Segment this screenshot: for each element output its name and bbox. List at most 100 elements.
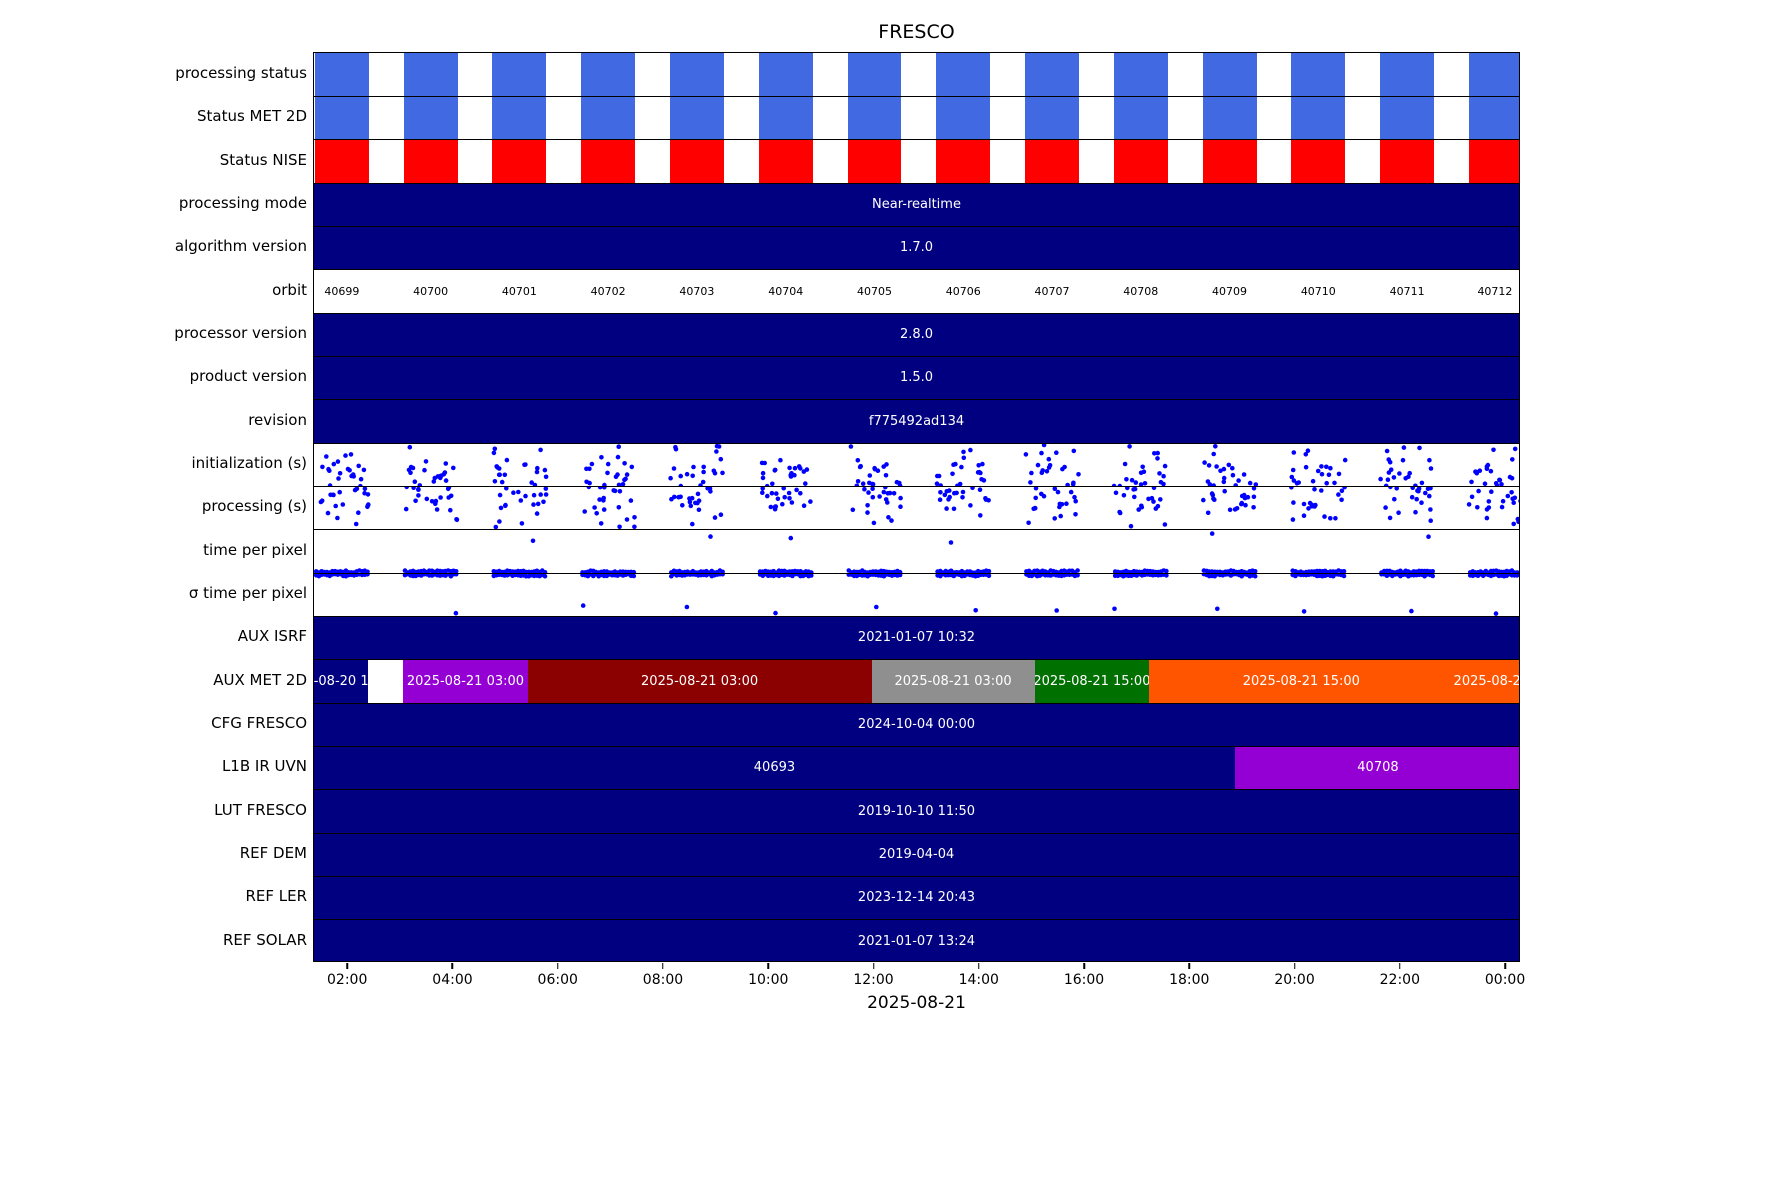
x-tick-label: 00:00 bbox=[1484, 972, 1526, 988]
data-point bbox=[671, 466, 677, 471]
data-point bbox=[422, 467, 427, 473]
data-point bbox=[1139, 505, 1145, 510]
data-point bbox=[1252, 573, 1258, 579]
row-value-ref-dem: 2019-04-04 bbox=[878, 847, 955, 863]
data-point bbox=[1058, 514, 1063, 519]
orbit-number: 40702 bbox=[590, 284, 626, 298]
data-point bbox=[624, 517, 630, 523]
data-point bbox=[954, 490, 959, 496]
segment-label: 2025-08-21 15:00 bbox=[1034, 673, 1150, 689]
data-point bbox=[942, 492, 948, 498]
data-point bbox=[320, 464, 325, 470]
status-block bbox=[1468, 53, 1519, 97]
data-point bbox=[695, 491, 701, 497]
data-point bbox=[1068, 490, 1074, 495]
data-point bbox=[1342, 457, 1348, 463]
data-point bbox=[1401, 445, 1407, 450]
status-block bbox=[403, 139, 458, 183]
x-tick-mark bbox=[978, 963, 980, 969]
data-point bbox=[1488, 468, 1494, 474]
data-point bbox=[673, 446, 679, 452]
row-divider bbox=[314, 702, 1519, 704]
data-point bbox=[1419, 480, 1425, 486]
data-point bbox=[602, 486, 607, 490]
data-point bbox=[1387, 459, 1393, 465]
data-point bbox=[1164, 573, 1169, 578]
data-point bbox=[1397, 471, 1402, 476]
row-label-14-aux-met-2d: AUX MET 2D bbox=[213, 670, 307, 689]
data-point bbox=[1113, 490, 1119, 496]
data-point bbox=[1484, 507, 1490, 513]
data-point bbox=[1333, 516, 1338, 521]
data-point bbox=[1140, 464, 1145, 470]
data-point bbox=[1296, 480, 1301, 485]
data-point bbox=[862, 487, 867, 492]
data-point bbox=[1303, 452, 1309, 457]
data-point bbox=[586, 486, 592, 490]
data-point bbox=[765, 494, 770, 499]
data-point bbox=[1428, 518, 1433, 524]
data-point bbox=[695, 501, 700, 506]
data-point bbox=[792, 472, 797, 478]
data-point bbox=[448, 493, 454, 499]
data-point bbox=[358, 476, 364, 482]
data-point bbox=[1516, 519, 1519, 525]
data-point bbox=[867, 480, 872, 486]
x-tick-label: 08:00 bbox=[642, 972, 684, 988]
data-point bbox=[1489, 489, 1494, 495]
data-point bbox=[351, 474, 356, 479]
data-point bbox=[1035, 462, 1041, 468]
data-point bbox=[885, 491, 891, 496]
segment-label: 2025-08-21 03:00 bbox=[641, 673, 759, 689]
data-point bbox=[1430, 573, 1435, 579]
segment-label: 2025-08-21 03:00 bbox=[894, 673, 1012, 689]
x-tick-mark bbox=[451, 963, 454, 969]
data-point bbox=[1426, 534, 1431, 539]
data-point bbox=[1072, 495, 1077, 500]
data-point bbox=[688, 503, 694, 509]
data-point bbox=[1112, 606, 1117, 612]
data-point bbox=[519, 521, 525, 527]
data-point bbox=[1162, 522, 1168, 528]
data-point bbox=[898, 504, 903, 510]
data-point bbox=[511, 490, 516, 496]
data-point bbox=[615, 454, 621, 460]
data-point bbox=[870, 486, 875, 492]
data-point bbox=[877, 494, 882, 500]
data-point bbox=[1215, 606, 1220, 612]
data-point bbox=[1052, 516, 1057, 522]
row-label-3-processing-mode: processing mode bbox=[178, 194, 307, 212]
status-block bbox=[314, 139, 369, 183]
x-tick-label: 10:00 bbox=[748, 972, 789, 988]
row-7-product-version: 1.5.0 bbox=[314, 356, 1519, 400]
status-block bbox=[492, 53, 547, 97]
segment-label: 2025-08-2 bbox=[1453, 673, 1520, 689]
data-point bbox=[978, 470, 983, 476]
scatter-layer-10-processing-s bbox=[318, 486, 1519, 530]
data-point bbox=[1252, 568, 1258, 574]
data-point bbox=[587, 466, 592, 472]
data-point bbox=[1290, 467, 1296, 473]
data-point bbox=[632, 515, 637, 520]
data-point bbox=[1221, 479, 1227, 485]
segment-label: 2025-08-21 15:00 bbox=[1242, 673, 1360, 689]
data-point bbox=[1157, 471, 1162, 476]
row-label-8-revision: revision bbox=[248, 410, 307, 429]
segment-label: 40693 bbox=[753, 760, 796, 776]
data-point bbox=[687, 500, 693, 505]
orbit-number: 40699 bbox=[324, 284, 360, 298]
data-point bbox=[960, 490, 966, 495]
data-point bbox=[959, 464, 964, 470]
segment-aux-met-2d: 2025-08-21 03:00 bbox=[871, 659, 1035, 703]
status-block bbox=[669, 96, 724, 140]
data-point bbox=[333, 504, 338, 509]
data-point bbox=[531, 493, 537, 498]
data-point bbox=[708, 489, 713, 495]
status-block bbox=[758, 53, 813, 97]
data-point bbox=[1033, 486, 1039, 491]
segment-label: -08-20 1 bbox=[314, 673, 369, 689]
data-point bbox=[768, 505, 774, 510]
data-point bbox=[789, 500, 795, 506]
data-point bbox=[362, 486, 368, 492]
data-point bbox=[772, 504, 778, 510]
